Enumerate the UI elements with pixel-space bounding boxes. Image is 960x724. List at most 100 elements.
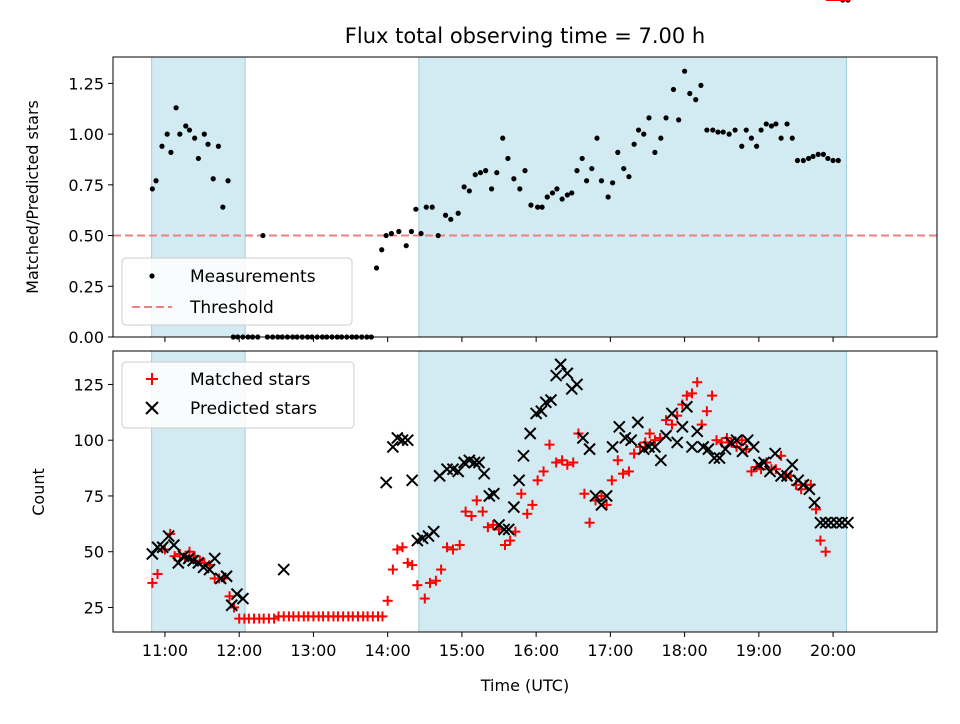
- predicted-marker-b: [208, 552, 221, 565]
- predicted-marker-b: [230, 587, 244, 601]
- predicted-marker-b: [236, 592, 250, 605]
- y-tick-label: 75: [84, 487, 104, 506]
- predicted-star-point: [702, 442, 715, 456]
- predicted-star-point: [477, 467, 491, 480]
- measurement-point: [517, 186, 523, 192]
- measurement-point: [383, 232, 389, 239]
- predicted-star-point: [236, 592, 250, 605]
- measurement-point: [820, 151, 827, 157]
- predicted-marker-b: [613, 420, 626, 434]
- measurement-point: [477, 170, 484, 176]
- predicted-marker-b: [670, 436, 684, 449]
- matched-star-point: [810, 504, 821, 515]
- matched-star-point: [466, 511, 477, 522]
- predicted-marker-b: [507, 500, 521, 514]
- measurement-point: [743, 127, 749, 133]
- predicted-marker-b: [648, 440, 662, 454]
- measurement-point: [715, 129, 721, 135]
- predicted-star-point: [203, 563, 216, 576]
- predicted-marker-b: [570, 378, 584, 391]
- predicted-star-point: [230, 587, 244, 601]
- x-tick-label: 19:00: [736, 641, 782, 660]
- bottom-y-ticks: 25 50 75 100 125: [73, 375, 113, 617]
- predicted-marker-b: [225, 599, 238, 612]
- predicted-marker-b: [203, 563, 216, 576]
- predicted-marker-b: [463, 454, 476, 467]
- measurement-point: [522, 168, 528, 174]
- measurement-point: [768, 123, 775, 129]
- predicted-marker-b: [544, 393, 558, 407]
- measurement-point: [698, 82, 704, 89]
- measurement-point: [396, 228, 402, 235]
- predicted-marker-b: [151, 541, 164, 554]
- measurement-point: [195, 155, 201, 162]
- top-y-axis-label: Matched/Predicted stars: [23, 100, 42, 294]
- measurement-point: [626, 174, 632, 180]
- predicted-marker-b: [401, 433, 414, 447]
- legend-label-threshold: Threshold: [189, 298, 274, 318]
- predicted-star-point: [676, 420, 689, 434]
- predicted-marker-b: [554, 358, 567, 371]
- predicted-star-point: [613, 420, 626, 434]
- predicted-star-point: [379, 476, 393, 489]
- matched-star-point: [562, 459, 573, 470]
- measurement-point: [641, 131, 647, 137]
- measurement-point: [159, 143, 165, 149]
- predicted-marker-b: [691, 425, 704, 438]
- measurement-point: [720, 129, 726, 135]
- measurement-point: [825, 155, 831, 162]
- predicted-star-point: [786, 458, 799, 471]
- matched-star-point: [392, 544, 403, 555]
- measurement-point: [810, 153, 816, 160]
- measurement-point: [220, 204, 226, 210]
- top-axes-frame: [112, 56, 938, 338]
- predicted-marker-b: [685, 440, 699, 454]
- matched-star-point: [522, 508, 533, 519]
- matched-star-point: [505, 535, 516, 546]
- matched-star-point: [568, 457, 579, 468]
- predicted-star-point: [680, 400, 694, 413]
- measurement-point: [569, 190, 575, 196]
- predicted-marker-b: [730, 433, 743, 447]
- predicted-star-point: [730, 433, 743, 447]
- matched-star-point: [707, 390, 718, 401]
- predicted-star-point: [167, 538, 181, 552]
- measurement-point: [589, 165, 595, 172]
- predicted-star-point: [451, 465, 465, 478]
- measurement-point: [658, 135, 664, 141]
- bottom-x-ticks: 11:00 12:00 13:00 14:00 15:00 16:00 17:00 18:00…: [142, 632, 856, 660]
- predicted-star-point: [595, 498, 608, 512]
- matched-star-point: [711, 435, 722, 446]
- predicted-marker-b: [803, 483, 816, 496]
- measurement-point: [435, 232, 441, 239]
- predicted-star-point: [502, 523, 515, 536]
- measurement-point: [670, 86, 677, 93]
- measurement-point: [413, 206, 419, 212]
- matched-star-point: [644, 428, 655, 439]
- predicted-marker-b: [606, 440, 619, 454]
- predicted-star-point: [665, 407, 679, 420]
- measurement-point: [488, 186, 495, 192]
- x-tick-label: 20:00: [810, 641, 856, 660]
- matched-star-point: [666, 419, 677, 430]
- measurement-point: [687, 90, 693, 97]
- matched-star-point: [488, 519, 499, 530]
- matched-star-point: [412, 580, 423, 591]
- measurement-point: [835, 157, 841, 164]
- measurement-point: [778, 135, 784, 141]
- measurement-point: [215, 143, 222, 149]
- matched-star-point: [436, 564, 447, 575]
- x-tick-label: 13:00: [290, 641, 336, 660]
- matched-star-point: [596, 490, 607, 501]
- predicted-marker-b: [167, 538, 181, 552]
- measurement-point: [192, 135, 198, 141]
- measurement-point: [800, 157, 806, 164]
- predicted-marker-b: [768, 447, 782, 460]
- predicted-marker-b: [665, 407, 679, 420]
- predicted-star-point: [151, 541, 164, 554]
- predicted-star-point: [220, 570, 233, 583]
- legend-marker-predicted: [145, 401, 159, 415]
- matched-star-point: [224, 591, 235, 602]
- measurement-point: [754, 143, 760, 149]
- measurement-point: [539, 204, 545, 210]
